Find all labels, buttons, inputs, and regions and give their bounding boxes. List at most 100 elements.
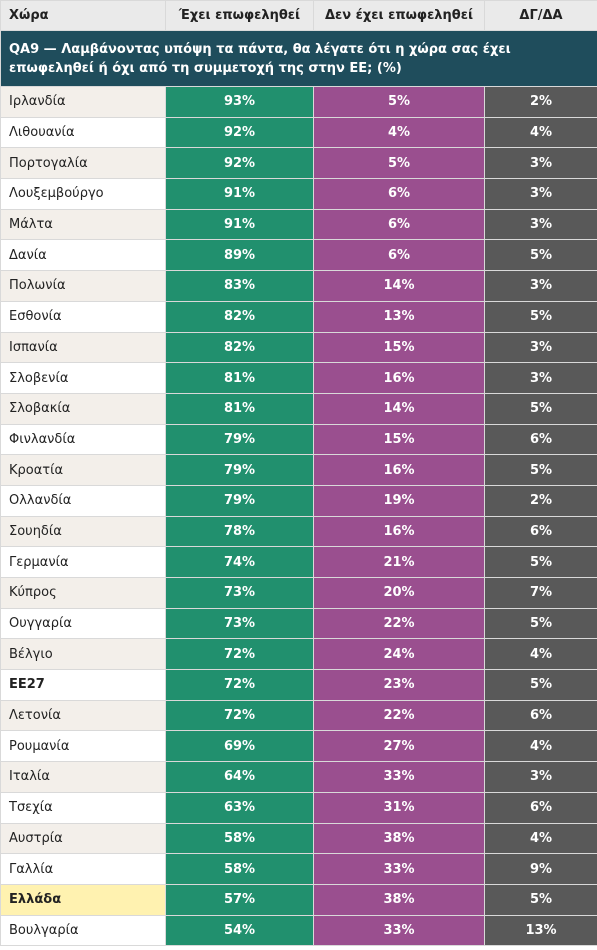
table-row: Ελλάδα 57% 38% 5%	[0, 883, 597, 916]
table-row: Σλοβενία 81% 16% 3%	[0, 362, 597, 394]
value-cell: 82%	[165, 300, 314, 333]
value-cell: 4%	[484, 638, 597, 671]
value-cell: 3%	[484, 331, 597, 364]
table-row: Τσεχία 63% 31% 6%	[0, 791, 597, 824]
value-cell: 79%	[165, 454, 314, 486]
table-row: Ιταλία 64% 33% 3%	[0, 761, 597, 793]
value-cell: 13%	[313, 300, 485, 333]
value-cell: 5%	[484, 239, 597, 272]
country-cell: Αυστρία	[0, 822, 166, 855]
value-cell: 92%	[165, 147, 314, 180]
value-cell: 27%	[313, 730, 485, 763]
table-body: QA9 — Λαμβάνοντας υπόψη τα πάντα, θα λέγ…	[0, 30, 597, 947]
value-cell: 24%	[313, 638, 485, 671]
value-cell: 14%	[313, 270, 485, 302]
table-row: Δανία 89% 6% 5%	[0, 239, 597, 272]
value-cell: 72%	[165, 699, 314, 732]
table-row: Σλοβακία 81% 14% 5%	[0, 392, 597, 425]
country-cell: Σουηδία	[0, 515, 166, 548]
value-cell: 5%	[484, 300, 597, 333]
table-header: Χώρα Έχει επωφεληθεί Δεν έχει επωφεληθεί…	[0, 0, 597, 31]
value-cell: 33%	[313, 914, 485, 947]
value-cell: 72%	[165, 669, 314, 701]
header-cell: Χώρα	[0, 0, 166, 31]
country-cell: Ελλάδα	[0, 883, 166, 916]
value-cell: 5%	[313, 147, 485, 180]
country-cell: Βέλγιο	[0, 638, 166, 671]
value-cell: 58%	[165, 853, 314, 885]
value-cell: 5%	[484, 669, 597, 701]
value-cell: 82%	[165, 331, 314, 364]
value-cell: 16%	[313, 362, 485, 394]
country-cell: Γαλλία	[0, 853, 166, 885]
value-cell: 19%	[313, 484, 485, 517]
value-cell: 91%	[165, 178, 314, 210]
header-cell: ΔΓ/ΔΑ	[484, 0, 597, 31]
value-cell: 6%	[484, 699, 597, 732]
table-row: Αυστρία 58% 38% 4%	[0, 822, 597, 855]
value-cell: 2%	[484, 86, 597, 118]
value-cell: 33%	[313, 853, 485, 885]
value-cell: 81%	[165, 392, 314, 425]
value-cell: 3%	[484, 761, 597, 793]
value-cell: 22%	[313, 699, 485, 732]
value-cell: 91%	[165, 208, 314, 241]
country-cell: Σλοβακία	[0, 392, 166, 425]
value-cell: 92%	[165, 116, 314, 149]
value-cell: 4%	[484, 822, 597, 855]
value-cell: 3%	[484, 208, 597, 241]
country-cell: Λιθουανία	[0, 116, 166, 149]
value-cell: 5%	[484, 392, 597, 425]
table-row: Κύπρος 73% 20% 7%	[0, 577, 597, 609]
table-row: Βέλγιο 72% 24% 4%	[0, 638, 597, 671]
table-row: Λιθουανία 92% 4% 4%	[0, 116, 597, 149]
table-title: QA9 — Λαμβάνοντας υπόψη τα πάντα, θα λέγ…	[0, 30, 597, 87]
value-cell: 2%	[484, 484, 597, 517]
value-cell: 13%	[484, 914, 597, 947]
value-cell: 16%	[313, 454, 485, 486]
table-row: Ισπανία 82% 15% 3%	[0, 331, 597, 364]
value-cell: 23%	[313, 669, 485, 701]
value-cell: 3%	[484, 270, 597, 302]
value-cell: 15%	[313, 423, 485, 456]
table-row: Κροατία 79% 16% 5%	[0, 454, 597, 486]
value-cell: 93%	[165, 86, 314, 118]
value-cell: 38%	[313, 822, 485, 855]
header-cell: Έχει επωφεληθεί	[165, 0, 314, 31]
value-cell: 72%	[165, 638, 314, 671]
table-row: ΕΕ27 72% 23% 5%	[0, 669, 597, 701]
table-row: Ουγγαρία 73% 22% 5%	[0, 607, 597, 640]
value-cell: 83%	[165, 270, 314, 302]
value-cell: 6%	[484, 515, 597, 548]
country-cell: Ισπανία	[0, 331, 166, 364]
value-cell: 58%	[165, 822, 314, 855]
value-cell: 74%	[165, 546, 314, 578]
table-row: Σουηδία 78% 16% 6%	[0, 515, 597, 548]
table-row: Λετονία 72% 22% 6%	[0, 699, 597, 732]
country-cell: Σλοβενία	[0, 362, 166, 394]
value-cell: 78%	[165, 515, 314, 548]
country-cell: Εσθονία	[0, 300, 166, 333]
value-cell: 7%	[484, 577, 597, 609]
value-cell: 20%	[313, 577, 485, 609]
value-cell: 14%	[313, 392, 485, 425]
value-cell: 4%	[484, 730, 597, 763]
country-cell: Ρουμανία	[0, 730, 166, 763]
value-cell: 6%	[313, 178, 485, 210]
country-cell: Δανία	[0, 239, 166, 272]
table-row: Γερμανία 74% 21% 5%	[0, 546, 597, 578]
value-cell: 31%	[313, 791, 485, 824]
country-cell: Ιταλία	[0, 761, 166, 793]
value-cell: 89%	[165, 239, 314, 272]
value-cell: 63%	[165, 791, 314, 824]
country-cell: Ιρλανδία	[0, 86, 166, 118]
value-cell: 6%	[313, 239, 485, 272]
value-cell: 5%	[484, 607, 597, 640]
country-cell: Λουξεμβούργο	[0, 178, 166, 210]
country-cell: Κύπρος	[0, 577, 166, 609]
value-cell: 16%	[313, 515, 485, 548]
country-cell: Φινλανδία	[0, 423, 166, 456]
header-cell: Δεν έχει επωφεληθεί	[313, 0, 485, 31]
